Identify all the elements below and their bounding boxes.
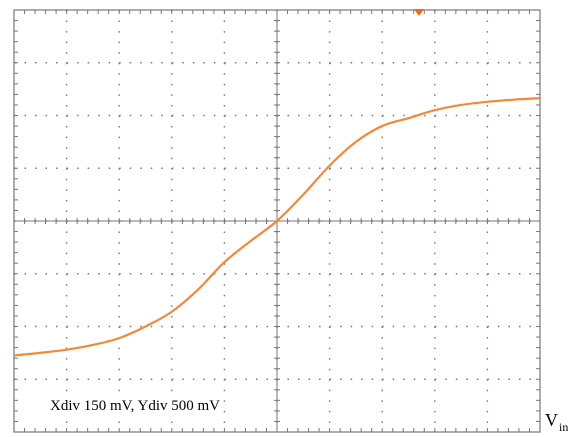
x-axis-label: Vin xyxy=(545,410,567,431)
x-axis-label-subscript: in xyxy=(559,420,568,434)
x-axis-label-main: V xyxy=(545,410,558,430)
scale-annotation: Xdiv 150 mV, Ydiv 500 mV xyxy=(50,398,220,415)
